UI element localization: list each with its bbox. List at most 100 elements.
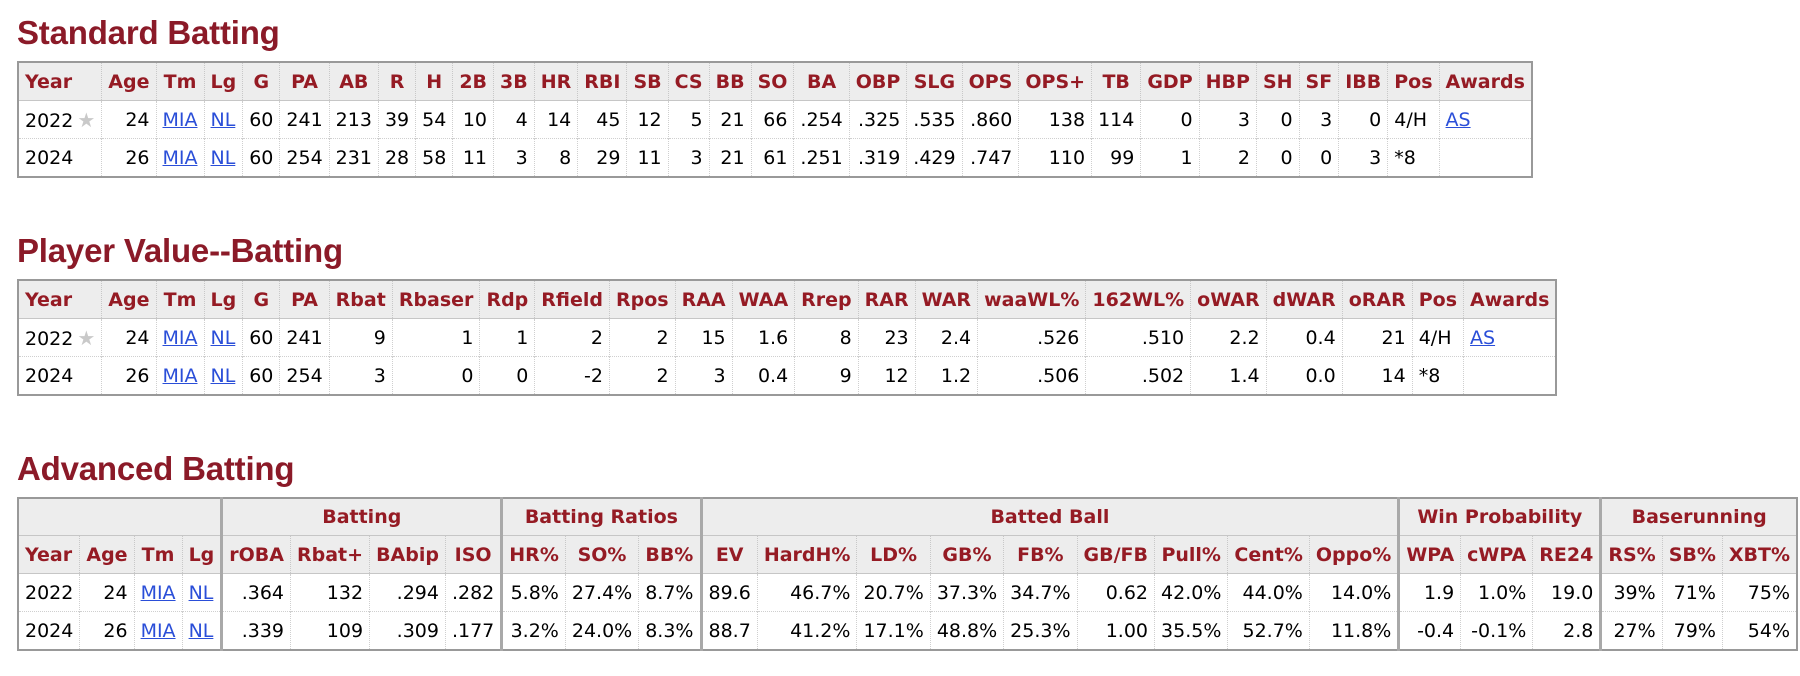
col-header[interactable]: Pos <box>1387 62 1440 101</box>
col-header[interactable]: HBP <box>1198 62 1257 101</box>
col-header[interactable]: Rdp <box>479 280 535 319</box>
cell-link[interactable]: MIA <box>162 326 198 349</box>
col-header[interactable]: Year <box>18 280 102 319</box>
cell-link[interactable]: NL <box>188 581 214 604</box>
cell-link[interactable]: NL <box>210 146 236 169</box>
cell-link[interactable]: NL <box>210 364 236 387</box>
col-header[interactable]: WPA <box>1397 535 1461 574</box>
col-header[interactable]: FB% <box>1003 535 1078 574</box>
year-cell[interactable]: 2024 <box>18 138 102 177</box>
col-header[interactable]: 3B <box>493 62 535 101</box>
cell-link[interactable]: AS <box>1470 326 1496 349</box>
col-header[interactable]: GDP <box>1140 62 1200 101</box>
col-header[interactable]: BB <box>708 62 752 101</box>
year-cell[interactable]: 2022 ★ <box>18 318 102 357</box>
col-header[interactable]: 2B <box>452 62 494 101</box>
col-header[interactable]: dWAR <box>1265 280 1343 319</box>
col-header[interactable]: SO <box>750 62 794 101</box>
col-header[interactable]: ISO <box>444 535 502 574</box>
col-header[interactable]: Tm <box>155 62 204 101</box>
cell-awards[interactable]: AS <box>1438 100 1532 139</box>
col-header[interactable]: WAA <box>731 280 795 319</box>
col-header[interactable]: waaWL% <box>977 280 1086 319</box>
cell-lg[interactable]: NL <box>203 138 243 177</box>
col-header[interactable]: HardH% <box>756 535 857 574</box>
col-header[interactable]: BA <box>793 62 850 101</box>
col-header[interactable]: Rrep <box>794 280 859 319</box>
col-header[interactable]: OBP <box>848 62 907 101</box>
col-header[interactable]: RS% <box>1599 535 1663 574</box>
col-header[interactable]: OPS <box>961 62 1019 101</box>
col-header[interactable]: Tm <box>155 280 204 319</box>
col-header[interactable]: G <box>242 62 280 101</box>
col-header[interactable]: Lg <box>203 280 243 319</box>
col-header[interactable]: Age <box>101 280 156 319</box>
col-header[interactable]: BAbip <box>369 535 446 574</box>
col-header[interactable]: Lg <box>203 62 243 101</box>
col-header[interactable]: RAA <box>674 280 733 319</box>
year-cell[interactable]: 2024 <box>18 356 102 395</box>
cell-link[interactable]: AS <box>1445 108 1471 131</box>
col-header[interactable]: Year <box>18 535 80 574</box>
col-header[interactable]: 162WL% <box>1085 280 1191 319</box>
cell-link[interactable]: MIA <box>140 619 176 642</box>
cell-tm[interactable]: MIA <box>133 573 183 612</box>
col-header[interactable]: Awards <box>1438 62 1532 101</box>
cell-link[interactable]: NL <box>210 108 236 131</box>
col-header[interactable]: TB <box>1091 62 1141 101</box>
col-header[interactable]: PA <box>279 62 330 101</box>
col-header[interactable]: IBB <box>1338 62 1388 101</box>
col-header[interactable]: Pull% <box>1154 535 1228 574</box>
col-header[interactable]: LD% <box>856 535 931 574</box>
year-cell[interactable]: 2022 ★ <box>18 100 102 139</box>
col-header[interactable]: oWAR <box>1190 280 1267 319</box>
col-header[interactable]: SB <box>626 62 669 101</box>
col-header[interactable]: AB <box>328 62 379 101</box>
col-header[interactable]: SO% <box>564 535 639 574</box>
col-header[interactable]: HR% <box>500 535 566 574</box>
year-cell[interactable]: 2022 <box>18 573 80 612</box>
cell-link[interactable]: NL <box>210 326 236 349</box>
cell-lg[interactable]: NL <box>203 100 243 139</box>
cell-awards[interactable]: AS <box>1463 318 1557 357</box>
col-header[interactable]: XBT% <box>1721 535 1798 574</box>
col-header[interactable]: cWPA <box>1460 535 1533 574</box>
cell-lg[interactable]: NL <box>181 611 222 650</box>
col-header[interactable]: Lg <box>181 535 222 574</box>
cell-lg[interactable]: NL <box>203 318 243 357</box>
col-header[interactable]: EV <box>699 535 758 574</box>
col-header[interactable]: Year <box>18 62 102 101</box>
col-header[interactable]: SLG <box>906 62 963 101</box>
col-header[interactable]: oRAR <box>1341 280 1413 319</box>
cell-link[interactable]: MIA <box>162 146 198 169</box>
col-header[interactable]: OPS+ <box>1018 62 1092 101</box>
cell-link[interactable]: NL <box>188 619 214 642</box>
col-header[interactable]: Rpos <box>609 280 676 319</box>
col-header[interactable]: PA <box>279 280 330 319</box>
col-header[interactable]: RAR <box>857 280 916 319</box>
col-header[interactable]: Cent% <box>1227 535 1310 574</box>
col-header[interactable]: GB% <box>929 535 1004 574</box>
col-header[interactable]: Rbaser <box>391 280 480 319</box>
col-header[interactable]: HR <box>533 62 578 101</box>
cell-lg[interactable]: NL <box>181 573 222 612</box>
col-header[interactable]: BB% <box>638 535 701 574</box>
cell-lg[interactable]: NL <box>203 356 243 395</box>
col-header[interactable]: RBI <box>577 62 627 101</box>
col-header[interactable]: Awards <box>1463 280 1557 319</box>
col-header[interactable]: SB% <box>1661 535 1723 574</box>
col-header[interactable]: Oppo% <box>1308 535 1399 574</box>
col-header[interactable]: Rfield <box>534 280 610 319</box>
col-header[interactable]: Rbat <box>328 280 393 319</box>
cell-tm[interactable]: MIA <box>155 318 204 357</box>
col-header[interactable]: rOBA <box>220 535 291 574</box>
cell-link[interactable]: MIA <box>140 581 176 604</box>
col-header[interactable]: RE24 <box>1532 535 1601 574</box>
col-header[interactable]: Age <box>79 535 135 574</box>
col-header[interactable]: Pos <box>1411 280 1464 319</box>
col-header[interactable]: SF <box>1298 62 1339 101</box>
cell-tm[interactable]: MIA <box>133 611 183 650</box>
cell-tm[interactable]: MIA <box>155 138 204 177</box>
col-header[interactable]: Tm <box>133 535 183 574</box>
col-header[interactable]: G <box>242 280 280 319</box>
